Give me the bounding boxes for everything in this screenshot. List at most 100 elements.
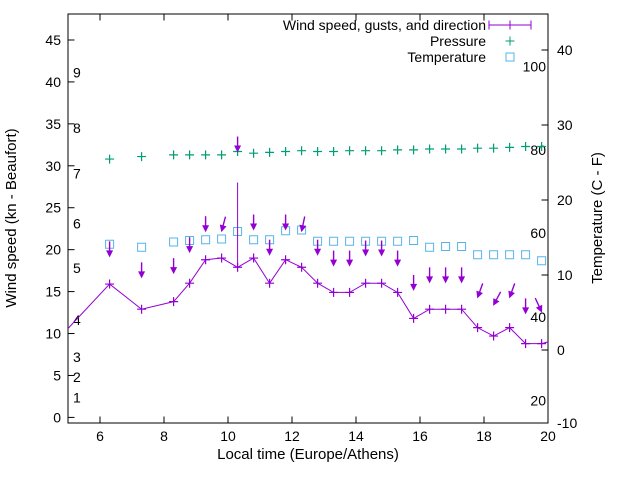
arrow-head-icon — [186, 246, 194, 254]
left-axis-title: Wind speed (kn - Beaufort) — [3, 128, 20, 307]
arrow-head-icon — [330, 259, 338, 267]
wind-direction-arrow — [314, 239, 322, 256]
pressure-point — [393, 145, 403, 155]
wind-direction-arrow — [234, 136, 242, 153]
arrow-head-icon — [202, 225, 210, 233]
pressure-point — [169, 150, 179, 160]
right-tick-label: 40 — [557, 42, 573, 58]
left-tick-label: 0 — [53, 409, 61, 425]
wind-speed-point — [265, 278, 275, 288]
wind-speed-point — [393, 287, 403, 297]
pressure-point — [313, 147, 323, 157]
wind-speed-point — [281, 255, 291, 265]
arrow-head-icon — [250, 223, 258, 231]
arrow-head-icon — [234, 145, 242, 153]
arrow-head-icon — [442, 276, 450, 284]
fahrenheit-label: 60 — [530, 225, 546, 241]
arrow-head-icon — [138, 271, 146, 279]
wind-speed-point — [505, 323, 515, 333]
wind-speed-point — [297, 262, 307, 272]
wind-speed-point — [409, 313, 419, 323]
wind-speed-point — [377, 278, 387, 288]
pressure-point — [265, 147, 275, 157]
pressure-point — [537, 142, 547, 151]
fahrenheit-label: 20 — [530, 392, 546, 408]
legend-label-pressure: Pressure — [430, 33, 486, 49]
wind-speed-point — [233, 262, 243, 272]
x-tick-label: 18 — [476, 428, 492, 444]
x-tick-label: 8 — [160, 428, 168, 444]
temperature-point — [521, 250, 531, 260]
wind-speed-point — [537, 339, 547, 349]
left-tick-label: 15 — [45, 284, 61, 300]
x-tick-label: 14 — [348, 428, 364, 444]
wind-direction-arrow — [330, 250, 338, 267]
x-tick-label: 10 — [220, 428, 236, 444]
pressure-point — [489, 143, 499, 153]
wind-direction-arrow — [202, 216, 210, 233]
arrow-head-icon — [106, 250, 114, 258]
wind-speed-point — [489, 331, 499, 341]
legend-errorbar-icon — [488, 20, 532, 30]
wind-speed-point — [473, 323, 483, 333]
right-tick-label: 30 — [557, 117, 573, 133]
wind-direction-arrow — [138, 262, 146, 279]
wind-direction-arrow — [282, 214, 290, 231]
temperature-point — [409, 236, 419, 245]
wind-speed-point — [185, 278, 195, 288]
right-axis-title: Temperature (C - F) — [589, 152, 606, 284]
wind-direction-arrow — [250, 214, 258, 231]
beaufort-label: 3 — [73, 349, 81, 365]
x-axis-title: Local time (Europe/Athens) — [217, 446, 399, 463]
right-tick-label: 10 — [557, 267, 573, 283]
wind-direction-arrow — [493, 291, 502, 306]
arrow-head-icon — [219, 224, 227, 233]
pressure-point — [441, 144, 451, 154]
pressure-point — [425, 144, 435, 154]
wind-speed-point — [345, 287, 355, 297]
arrow-head-icon — [314, 248, 322, 256]
wind-speed-point — [329, 287, 339, 297]
wind-speed-point — [457, 304, 467, 314]
temperature-point — [473, 250, 483, 260]
pressure-point — [521, 142, 531, 151]
beaufort-label: 7 — [73, 165, 81, 181]
arrow-head-icon — [346, 259, 354, 267]
wind-speed-point — [441, 304, 451, 314]
x-tick-label: 12 — [284, 428, 300, 444]
left-tick-label: 5 — [53, 367, 61, 383]
arrow-head-icon — [266, 248, 274, 256]
wind-speed-point — [201, 255, 211, 265]
pressure-point — [297, 146, 307, 156]
plot-border — [67, 13, 549, 424]
wind-direction-arrow — [458, 267, 466, 284]
temperature-point — [425, 242, 435, 252]
arrow-head-icon — [458, 276, 466, 284]
left-tick-label: 40 — [45, 74, 61, 90]
pressure-point — [105, 154, 115, 164]
pressure-point — [281, 147, 291, 157]
wind-speed-point — [313, 278, 323, 288]
arrow-head-icon — [476, 290, 483, 299]
wind-direction-arrow — [394, 250, 402, 267]
wind-direction-arrow — [346, 250, 354, 267]
wind-direction-arrow — [219, 216, 227, 233]
temperature-point — [505, 250, 515, 260]
pressure-point — [457, 144, 467, 154]
pressure-point — [217, 150, 227, 160]
wind-direction-arrow — [378, 240, 386, 257]
wind-speed-point — [169, 297, 179, 307]
wind-direction-arrow — [266, 239, 274, 256]
left-tick-label: 20 — [45, 242, 61, 258]
arrow-head-icon — [394, 259, 402, 267]
legend: Wind speed, gusts, and direction Pressur… — [283, 17, 532, 65]
arrow-head-icon — [493, 298, 500, 306]
pressure-point — [345, 146, 355, 156]
pressure-point — [409, 145, 419, 155]
beaufort-label: 4 — [73, 312, 81, 328]
beaufort-label: 9 — [73, 65, 81, 81]
wind-direction-arrow — [362, 240, 370, 257]
beaufort-label: 5 — [73, 260, 81, 276]
